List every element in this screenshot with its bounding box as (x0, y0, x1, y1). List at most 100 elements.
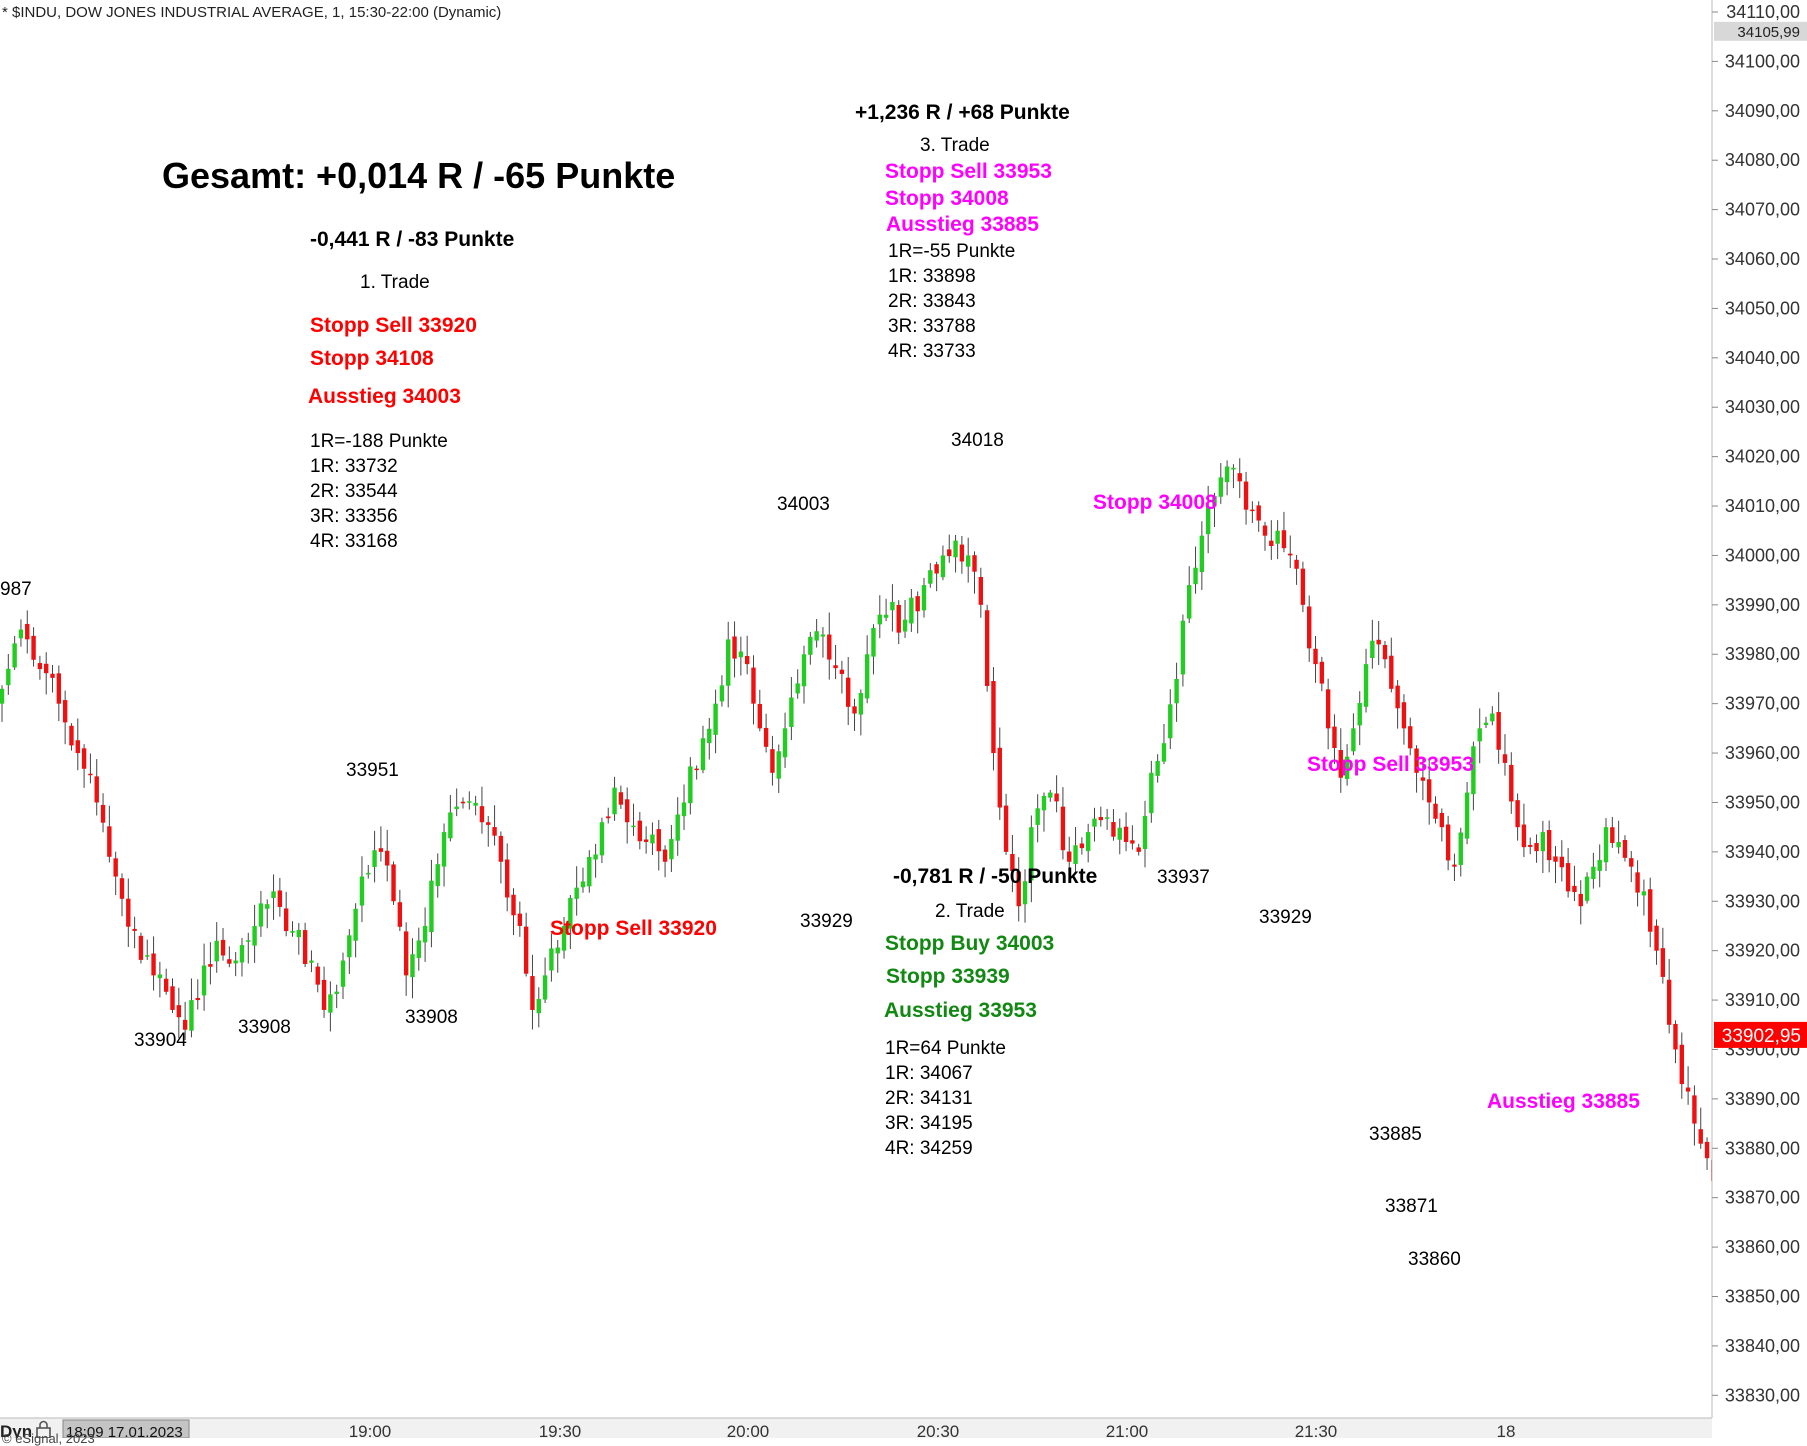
candle (1439, 808, 1445, 842)
candle-body (1085, 832, 1091, 852)
candle-body (486, 822, 491, 825)
candle (182, 1001, 188, 1041)
candle-body (1610, 827, 1615, 844)
price-tick-label: 33980,00 (1725, 644, 1800, 664)
time-tick-label: 19:00 (349, 1422, 392, 1438)
candle-body (100, 804, 106, 823)
candle-body (460, 801, 466, 804)
annotation-t1-1r: 1R: 33732 (310, 456, 398, 477)
candle (770, 735, 775, 786)
candle (347, 929, 352, 974)
candle (921, 577, 927, 618)
candle-body (713, 703, 718, 735)
candle-body (1067, 851, 1072, 862)
annotation-t2-1r: 1R: 34067 (885, 1063, 973, 1084)
candle-body (315, 966, 320, 985)
time-axis[interactable]: 3019:0019:3020:0020:3021:0021:3018Dyn18:… (0, 1417, 1712, 1438)
candle (1149, 760, 1154, 823)
candle (744, 635, 750, 675)
annotation-t3-4r: 4R: 33733 (888, 341, 976, 362)
candle (915, 591, 920, 634)
candle-body (214, 940, 219, 962)
candle (1635, 860, 1640, 907)
price-tick-label: 34010,00 (1725, 496, 1800, 516)
candle (1426, 760, 1432, 825)
candle-body (814, 631, 819, 641)
price-tick-label: 34030,00 (1725, 397, 1800, 417)
candle (100, 793, 106, 833)
candle-body (1692, 1095, 1697, 1124)
candle-body (688, 766, 693, 804)
candle-body (1231, 467, 1236, 470)
candle (441, 823, 447, 887)
candle-body (1256, 505, 1261, 521)
candle-body (1433, 803, 1438, 819)
candle (523, 912, 529, 977)
candle (542, 957, 548, 1004)
candle (1351, 713, 1356, 756)
candle (94, 759, 99, 816)
annotation-t3-r: 1R=-55 Punkte (888, 241, 1015, 262)
candle-body (1332, 726, 1337, 749)
candle (940, 545, 946, 581)
candle (1591, 852, 1596, 889)
candle-body (738, 651, 744, 658)
timestamp-label: 18:09 17.01.2023 (66, 1424, 183, 1438)
candle (1218, 463, 1223, 504)
annotation-total: Gesamt: +0,014 R / -65 Punkte (162, 155, 675, 196)
candle-body (669, 839, 674, 860)
candle-body (176, 1005, 182, 1018)
candle (1660, 927, 1666, 984)
candle-body (170, 986, 175, 1010)
lock-icon[interactable] (36, 1420, 51, 1438)
annotation-t1-3r: 3R: 33356 (310, 506, 398, 527)
candle-body (397, 902, 403, 927)
candle (814, 619, 819, 648)
candle-body (965, 555, 971, 567)
candle-body (1685, 1087, 1691, 1092)
annotation-t1-result: -0,441 R / -83 Punkte (310, 228, 514, 251)
candle (486, 816, 491, 847)
candle (1471, 741, 1476, 811)
candle (782, 712, 788, 768)
candle-body (290, 930, 295, 933)
candle-body (1300, 568, 1306, 605)
candle-body (561, 925, 567, 951)
candle (700, 725, 706, 774)
candle-body (359, 876, 365, 906)
candle-body (1313, 648, 1318, 665)
candle (1376, 620, 1381, 666)
candle-body (1136, 847, 1141, 852)
candle-body (599, 822, 605, 856)
candle (1029, 815, 1034, 903)
candle-body (511, 894, 516, 916)
candle (549, 933, 554, 982)
candle (1079, 837, 1085, 855)
candle (328, 981, 333, 1032)
candle (403, 922, 409, 996)
candle (1010, 834, 1015, 893)
candle-body (182, 1019, 188, 1030)
candle (1641, 879, 1647, 916)
candle (309, 950, 314, 973)
candle (391, 861, 396, 905)
candle (688, 757, 693, 815)
candle-body (877, 614, 882, 625)
candle-body (189, 1000, 194, 1031)
candle-body (441, 832, 447, 867)
candle (151, 936, 156, 991)
price-axis[interactable]: 34110,00 34100,00 34090,00 34080,00 34070,00… (1711, 0, 1807, 1438)
candle-body (1288, 553, 1293, 556)
candle-body (1673, 1023, 1678, 1050)
candle-body (1528, 844, 1533, 847)
candle-body (1458, 832, 1463, 865)
candle-body (833, 665, 838, 669)
candle-body (732, 636, 737, 659)
candle (214, 922, 219, 973)
candle (1528, 837, 1533, 855)
price-axis-bg (1712, 0, 1807, 1438)
candle-body (921, 585, 927, 611)
candle-body (827, 634, 832, 660)
candle (479, 786, 485, 834)
